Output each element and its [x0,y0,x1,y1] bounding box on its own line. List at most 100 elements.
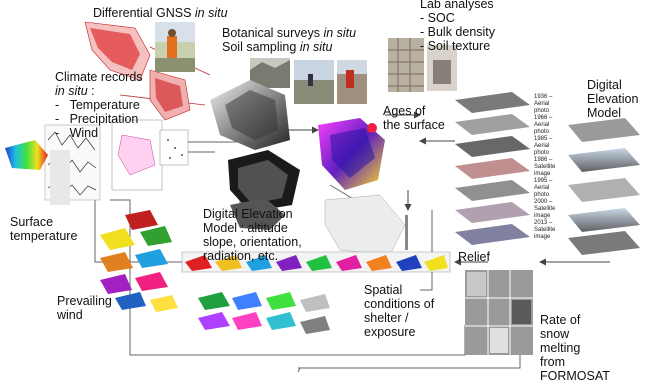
surface-temperature-label: Surface temperature [10,215,77,243]
dem-center-line-2: Model : altitude [203,221,288,235]
snow-melting-label: Rate of snow melting from FORMOSAT [540,313,610,383]
wind-maps-grid [100,210,178,312]
gnss-map-image [84,21,191,121]
soil-label-main: Soil sampling [222,40,300,54]
stack-date-line: 2000 – [534,199,553,205]
dem-center-line-1: Digital Elevation [203,207,293,221]
dem-right-line-2: Elevation [587,92,639,106]
stipple-map [324,194,408,256]
stack-date-line: Satellite [534,206,556,212]
gnss-label-insitu: in situ [194,6,228,20]
climate-records-label: Climate records in situ : - Temperature … [55,70,143,140]
botanical-photo-2 [294,60,334,104]
climate-bullet-1: - [55,98,60,112]
climate-colon: : [87,84,95,98]
dem-center-label: Digital Elevation Model : altitude slope… [203,207,302,263]
botanical-photo-1 [250,58,290,88]
lab-photo-equipment [427,45,457,91]
snow-melting-images [465,270,533,355]
stack-date-line: 1995 – [534,178,553,184]
shelter-maps-grid [198,292,330,334]
ages-line-2: the surface [383,118,445,132]
dem-center-image [228,150,300,230]
botanical-label-main: Botanical surveys [222,26,324,40]
parameter-maps-row [181,251,451,273]
wind-line-1: Prevailing [57,294,112,308]
soil-label-insitu: in situ [299,40,333,54]
prevailing-wind-label: Prevailing wind [57,294,112,322]
stack-date-line: photo [534,108,550,114]
dem-center-line-4: radiation, etc. [203,249,279,263]
surface-temperature-maps [5,140,70,205]
surface-temperature-line-1: Surface [10,215,54,229]
spatial-line-1: Spatial [364,283,403,297]
stack-date-line: 1986 – [534,157,553,163]
climate-subtitle: in situ : [55,84,143,98]
soil-sampling-label: Soil sampling in situ [222,40,332,54]
stack-date-line: Satellite [534,227,556,233]
dem-right-line-3: Model [587,106,622,120]
climate-item-temperature-text: Temperature [69,98,140,112]
dem-right-line-1: Digital [587,78,622,92]
stack-date-line: 2013 – [534,220,553,226]
dem-right-label: Digital Elevation Model [587,78,638,120]
gnss-label-main: Differential GNSS [93,6,195,20]
climate-title: Climate records [55,70,143,84]
spatial-line-3: shelter / [364,311,409,325]
lab-photo-shelves [388,38,424,92]
botanical-label-insitu: in situ [323,26,357,40]
stack-date-line: Satellite [534,164,556,170]
surface-temperature-line-2: temperature [10,229,78,243]
wind-line-2: wind [57,308,83,322]
stack-date-line: Aerial [534,122,550,128]
stack-date-line: image [534,213,551,219]
dem-stack [568,118,640,255]
lab-item-soil-texture: - Soil texture [420,39,491,53]
terrain-model-image [210,80,290,150]
spatial-conditions-label: Spatial conditions of shelter / exposure [364,283,434,339]
lab-item-bulk-density: - Bulk density [420,25,496,39]
climate-bullet-2: - [55,112,60,126]
stack-date-line: 1985 – [534,136,553,142]
climate-item-wind: - Wind [55,126,143,140]
lab-title: Lab analyses [420,0,494,11]
stack-date-line: image [534,234,551,240]
ages-line-1: Ages of [383,104,426,118]
snow-line-1: Rate of [540,313,581,327]
stack-date-line: 1936 – [534,94,553,100]
snow-line-2: snow [540,327,570,341]
spatial-line-2: conditions of [364,297,435,311]
stack-date-line: 1966 – [534,115,553,121]
climate-item-precipitation: - Precipitation [55,112,143,126]
stack-date-line: Aerial [534,185,550,191]
botanical-photo-3 [337,60,367,104]
climate-item-precipitation-text: Precipitation [69,112,139,126]
stack-date-line: image [534,171,551,177]
stack-date-line: Aerial [534,143,550,149]
climate-insitu: in situ [55,84,88,98]
lab-item-soc: - SOC [420,11,455,25]
surface-ages-map [318,118,385,190]
gnss-field-photo [155,22,195,72]
lab-analyses-label: Lab analyses - SOC - Bulk density - Soil… [420,0,495,53]
snow-line-5: FORMOSAT [540,369,610,383]
botanical-label: Botanical surveys in situ [222,26,356,40]
spatial-line-4: exposure [364,325,416,339]
ages-of-surface-label: Ages of the surface [383,104,445,132]
dem-center-line-3: slope, orientation, [203,235,302,249]
climate-item-wind-text: Wind [69,126,99,140]
stack-dates-label: 1936 – Aerial photo 1966 – Aerial photo … [534,94,555,241]
stack-date-line: photo [534,150,550,156]
climate-item-temperature: - Temperature [55,98,143,112]
climate-bullet-3: - [55,126,60,140]
stack-date-line: photo [534,192,550,198]
stack-date-line: Aerial [534,101,550,107]
snow-line-3: melting [540,341,581,355]
relief-label: Relief [458,250,490,264]
gnss-label: Differential GNSS in situ [93,6,228,20]
aerial-photo-stack [455,92,530,245]
stack-date-line: photo [534,129,550,135]
snow-line-4: from [540,355,565,369]
